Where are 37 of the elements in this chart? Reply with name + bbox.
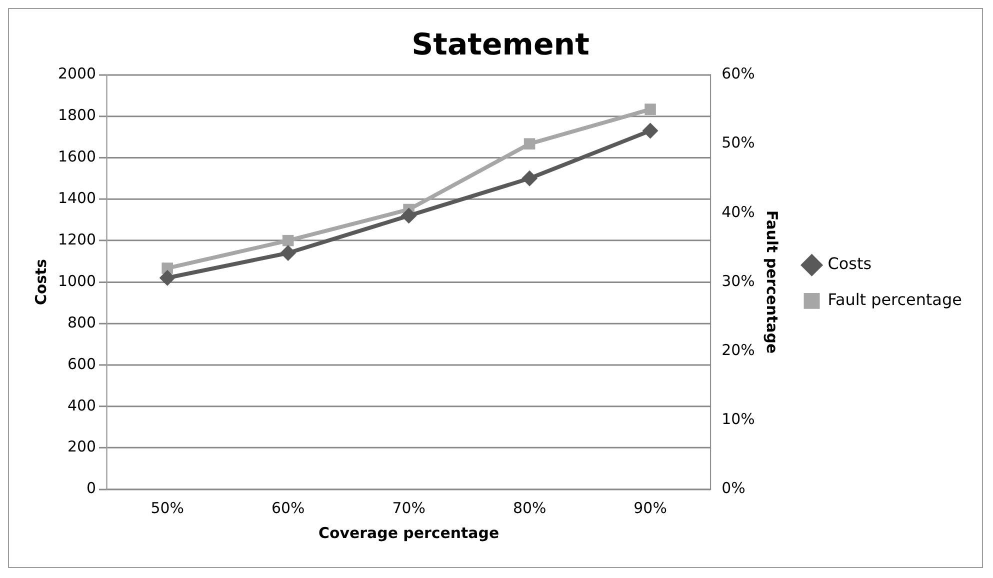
legend-label: Fault percentage <box>828 290 962 310</box>
y-tick-label: 0 <box>86 479 96 498</box>
y-tick-label: 400 <box>67 396 96 414</box>
point <box>522 170 538 186</box>
y2-tick-label: 20% <box>722 340 755 359</box>
y-tick-label: 800 <box>67 313 96 332</box>
point <box>282 234 294 246</box>
point <box>159 270 176 286</box>
point <box>524 138 536 150</box>
y-tick-label: 200 <box>67 438 96 456</box>
point <box>644 104 656 115</box>
legend-label: Costs <box>828 254 872 274</box>
x-tick-label: 90% <box>634 499 667 518</box>
y-tick-label: 1200 <box>58 230 96 248</box>
x-tick-label: 70% <box>392 499 426 518</box>
y-axis-title: Costs <box>32 258 50 306</box>
y2-tick-label: 30% <box>722 272 755 290</box>
y-tick-label: 1800 <box>58 106 96 124</box>
point <box>642 122 658 139</box>
point <box>280 245 296 261</box>
y-tick-label: 1400 <box>58 189 96 207</box>
y-tick-label: 1000 <box>58 272 96 290</box>
y-tick-label: 600 <box>67 354 96 373</box>
chart-title: Statement <box>412 28 590 63</box>
y2-tick-label: 40% <box>722 202 755 221</box>
y2-tick-label: 10% <box>722 410 755 428</box>
y2-tick-label: 0% <box>722 479 746 498</box>
point <box>400 208 417 224</box>
x-tick-label: 80% <box>512 499 546 518</box>
y-tick-label: 2000 <box>58 64 96 83</box>
y2-tick-label: 50% <box>722 134 755 152</box>
y-tick-label: 1600 <box>58 148 96 166</box>
y2-axis-title: Fault percentage <box>762 210 781 354</box>
x-tick-label: 60% <box>271 499 305 518</box>
x-tick-label: 50% <box>150 499 184 518</box>
x-axis-title: Coverage percentage <box>318 524 500 542</box>
y2-tick-label: 60% <box>722 64 755 83</box>
